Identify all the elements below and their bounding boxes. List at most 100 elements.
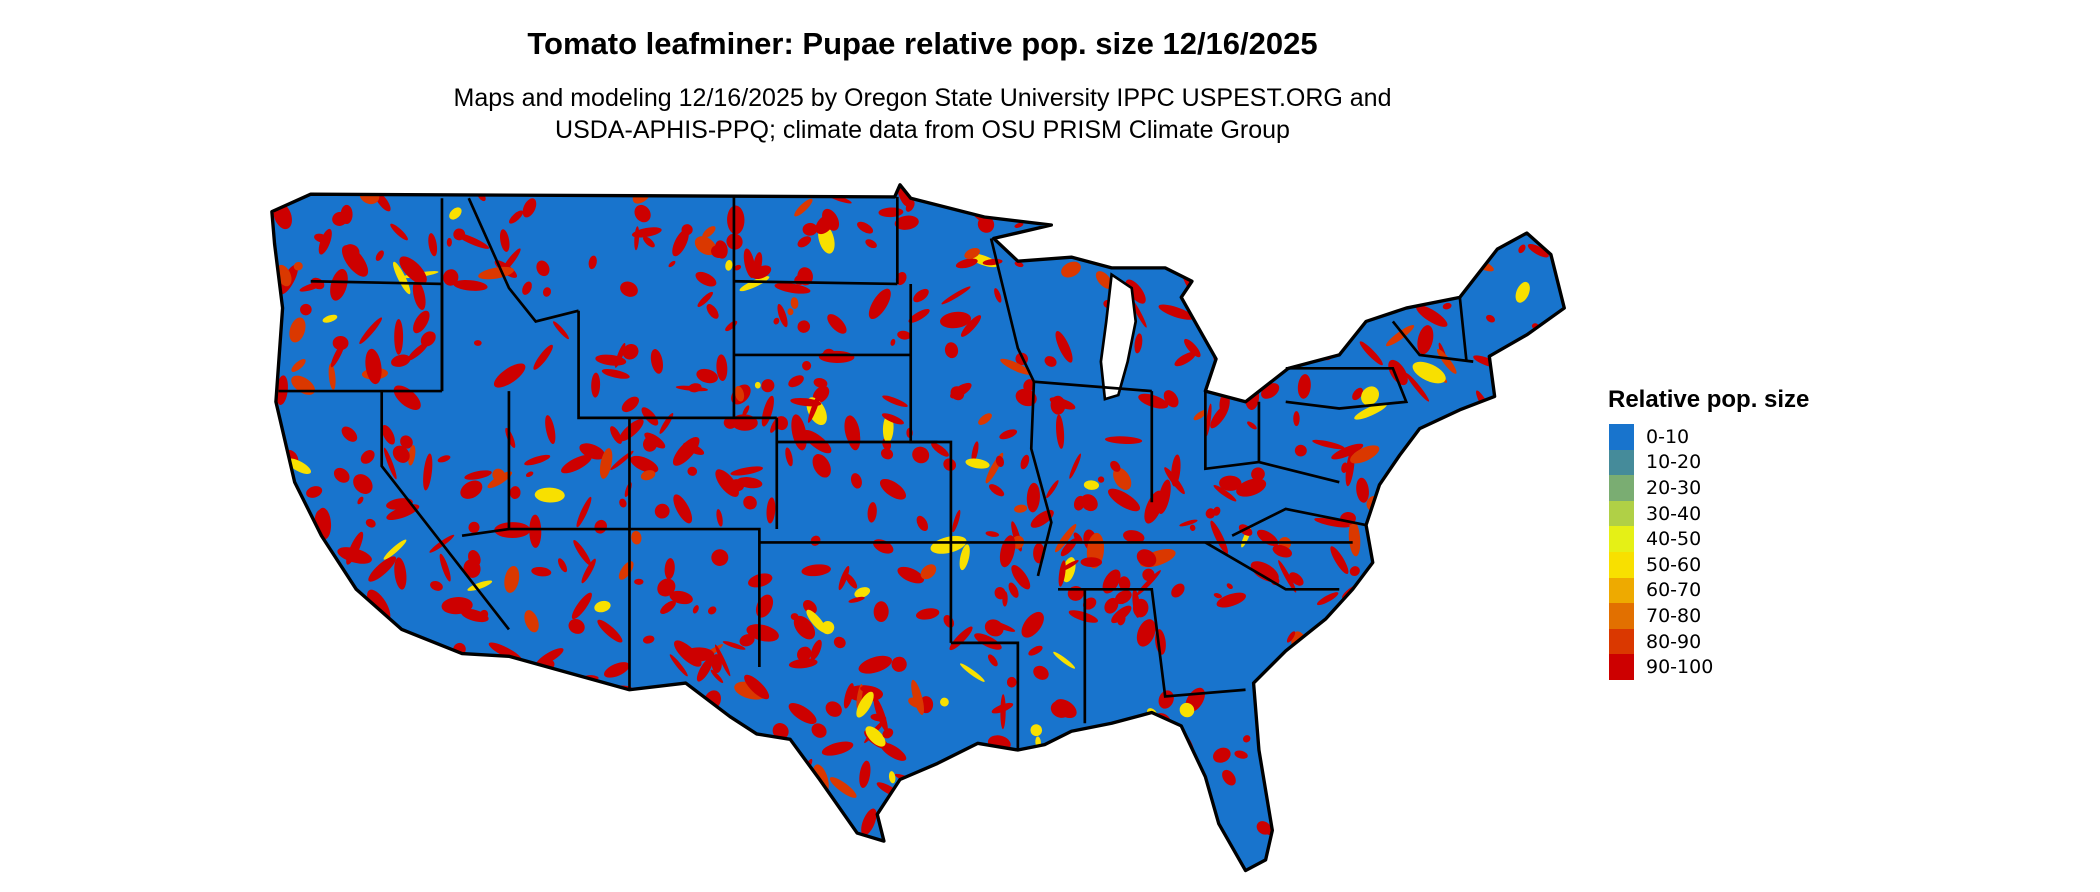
hotspot [989, 484, 1005, 497]
hotspot [673, 494, 693, 524]
hotspot [400, 435, 413, 449]
hotspot [602, 786, 614, 797]
hotspot [1526, 512, 1538, 525]
hotspot [531, 566, 552, 577]
hotspot [320, 744, 328, 755]
hotspot [428, 233, 438, 257]
hotspot [788, 658, 818, 669]
hotspot [391, 354, 411, 367]
hotspot [1204, 325, 1213, 336]
hotspot [1453, 538, 1478, 562]
hotspot [1039, 839, 1046, 850]
hotspot [702, 226, 716, 239]
hotspot [1380, 244, 1388, 252]
hotspot [879, 478, 907, 500]
hotspot [695, 792, 725, 798]
state-borders [278, 196, 1474, 751]
hotspot [734, 385, 745, 402]
legend-item: 50-60 [1609, 551, 1809, 578]
hotspot [1486, 314, 1495, 323]
hotspot [1452, 736, 1471, 750]
hotspot [903, 805, 922, 830]
hotspot [694, 236, 717, 256]
hotspot [439, 553, 451, 582]
hotspot [1171, 583, 1185, 598]
hotspot [722, 641, 746, 650]
hotspot [964, 247, 980, 260]
hotspot [865, 239, 877, 249]
hotspot [578, 799, 587, 813]
hotspot [386, 787, 402, 803]
hotspot [1307, 811, 1325, 838]
hotspot [412, 280, 426, 310]
hotspot [277, 731, 302, 749]
hotspot [1411, 642, 1422, 654]
hotspot [945, 805, 963, 823]
hotspot [848, 596, 865, 603]
hotspot [1365, 288, 1379, 299]
hotspot [368, 853, 381, 871]
hotspot [573, 539, 591, 566]
legend-swatch [1609, 654, 1634, 680]
hotspot [1080, 202, 1089, 221]
hotspot [1441, 216, 1467, 235]
legend-item: 0-10 [1609, 424, 1809, 450]
hotspot [794, 198, 813, 217]
hotspot [1375, 510, 1390, 529]
legend-label: 60-70 [1646, 579, 1702, 602]
hotspot [1380, 844, 1414, 861]
hotspot [1009, 237, 1020, 248]
hotspot [293, 262, 303, 271]
hotspot [1334, 322, 1354, 337]
hotspot [1044, 356, 1057, 367]
hotspot [1157, 732, 1178, 740]
hotspot [360, 450, 375, 464]
hotspot [1164, 467, 1185, 495]
hotspot [430, 705, 447, 717]
hotspot [1051, 188, 1076, 204]
legend-swatch [1609, 577, 1634, 604]
hotspot [1309, 256, 1331, 276]
hotspot [1162, 202, 1175, 216]
hotspot [383, 539, 407, 560]
hotspot [974, 769, 994, 801]
hotspot [1065, 207, 1082, 244]
hotspot [394, 319, 404, 355]
hotspot [1482, 679, 1496, 703]
hotspot [687, 466, 698, 476]
hotspot [1464, 697, 1492, 707]
hotspot [323, 709, 348, 732]
hotspot [660, 600, 676, 614]
hotspot [581, 558, 596, 584]
hotspot [1331, 443, 1364, 460]
hotspot [858, 655, 892, 674]
hotspot [1542, 761, 1550, 774]
hotspot [1002, 591, 1008, 607]
hotspot [1258, 259, 1265, 288]
hotspot [1412, 625, 1418, 633]
hotspot [567, 761, 588, 792]
hotspot [1124, 816, 1130, 823]
hotspot [754, 381, 761, 389]
hotspot [1388, 359, 1408, 386]
hotspot [337, 669, 345, 677]
legend-label: 80-90 [1646, 630, 1702, 653]
hotspot [622, 343, 639, 360]
hotspot [1438, 482, 1450, 512]
hotspot [306, 486, 323, 498]
hotspot [1430, 195, 1461, 211]
hotspot [1353, 815, 1386, 839]
hotspot [1102, 569, 1121, 594]
hotspot [1307, 812, 1340, 828]
legend-item: 10-20 [1609, 449, 1809, 476]
hotspot [1350, 445, 1380, 464]
hotspot [1359, 341, 1383, 366]
hotspot [1015, 388, 1037, 407]
hotspot [310, 663, 320, 683]
hotspot [375, 250, 384, 261]
hotspot [296, 725, 301, 751]
hotspot [568, 791, 581, 820]
hotspot [330, 341, 345, 368]
hotspot [880, 742, 907, 761]
hotspot [1417, 325, 1434, 355]
